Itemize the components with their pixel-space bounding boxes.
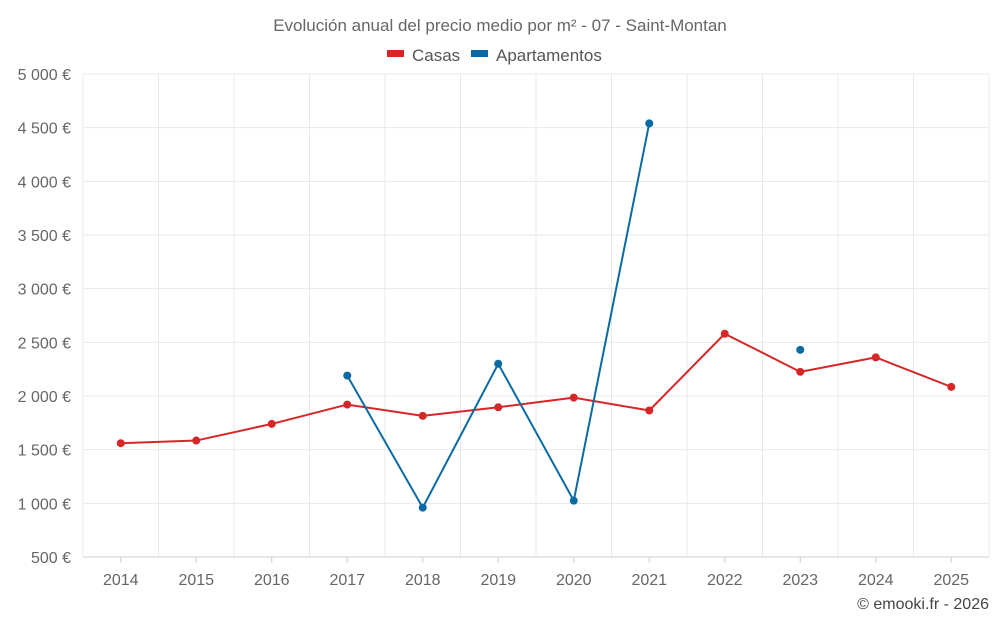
axes: 500 € 1 000 € 1 500 € 2 000 € 2 500 € 3 000 €… (18, 67, 970, 589)
data-point-apartamentos-2017[interactable] (343, 371, 352, 380)
series-casas (116, 329, 956, 448)
legend-swatch-apartamentos (471, 50, 488, 57)
data-point-casas-2025[interactable] (947, 382, 956, 391)
data-point-apartamentos-2021[interactable] (645, 119, 654, 128)
credit-text: © emooki.fr - 2026 (857, 596, 989, 613)
x-tick-label: 2021 (631, 572, 667, 589)
x-tick-label: 2019 (480, 572, 516, 589)
data-point-casas-2017[interactable] (343, 400, 352, 409)
data-point-casas-2021[interactable] (645, 406, 654, 415)
y-tick-label: 4 500 € (18, 121, 71, 138)
grid (82, 73, 990, 558)
data-point-casas-2018[interactable] (418, 411, 427, 420)
data-point-casas-2014[interactable] (116, 439, 125, 448)
y-tick-label: 2 500 € (18, 335, 71, 352)
y-tick-label: 2 000 € (18, 389, 71, 406)
legend-label-apartamentos[interactable]: Apartamentos (496, 46, 602, 65)
x-tick-label: 2016 (254, 572, 290, 589)
legend-swatch-casas (387, 50, 404, 57)
x-tick-label: 2017 (329, 572, 365, 589)
data-point-casas-2015[interactable] (192, 436, 201, 445)
series-line-casas (119, 332, 953, 445)
y-tick-label: 4 000 € (18, 174, 71, 191)
x-tick-label: 2020 (556, 572, 592, 589)
x-tick-label: 2022 (707, 572, 743, 589)
chart-title: Evolución anual del precio medio por m² … (273, 16, 727, 35)
y-tick-label: 500 € (31, 550, 71, 567)
legend: Casas Apartamentos (387, 46, 602, 65)
y-tick-label: 1 000 € (18, 496, 71, 513)
data-point-apartamentos-2019[interactable] (494, 359, 503, 368)
y-tick-label: 3 000 € (18, 282, 71, 299)
x-tick-label: 2024 (858, 572, 894, 589)
data-point-apartamentos-2020[interactable] (569, 496, 578, 505)
data-point-casas-2020[interactable] (569, 393, 578, 402)
x-tick-label: 2023 (782, 572, 818, 589)
data-point-casas-2019[interactable] (494, 403, 503, 412)
y-tick-label: 1 500 € (18, 443, 71, 460)
series (116, 119, 956, 512)
data-point-apartamentos-2018[interactable] (418, 503, 427, 512)
x-tick-label: 2018 (405, 572, 441, 589)
legend-label-casas[interactable]: Casas (412, 46, 460, 65)
data-point-casas-2023[interactable] (796, 367, 805, 376)
series-apartamentos (343, 119, 805, 512)
x-tick-label: 2015 (178, 572, 214, 589)
y-tick-label: 5 000 € (18, 67, 71, 84)
data-point-casas-2024[interactable] (871, 353, 880, 362)
y-tick-label: 3 500 € (18, 228, 71, 245)
x-tick-label: 2014 (103, 572, 139, 589)
x-tick-label: 2025 (933, 572, 969, 589)
data-point-casas-2016[interactable] (267, 419, 276, 428)
data-point-apartamentos-2023[interactable] (796, 345, 805, 354)
data-point-casas-2022[interactable] (720, 329, 729, 338)
